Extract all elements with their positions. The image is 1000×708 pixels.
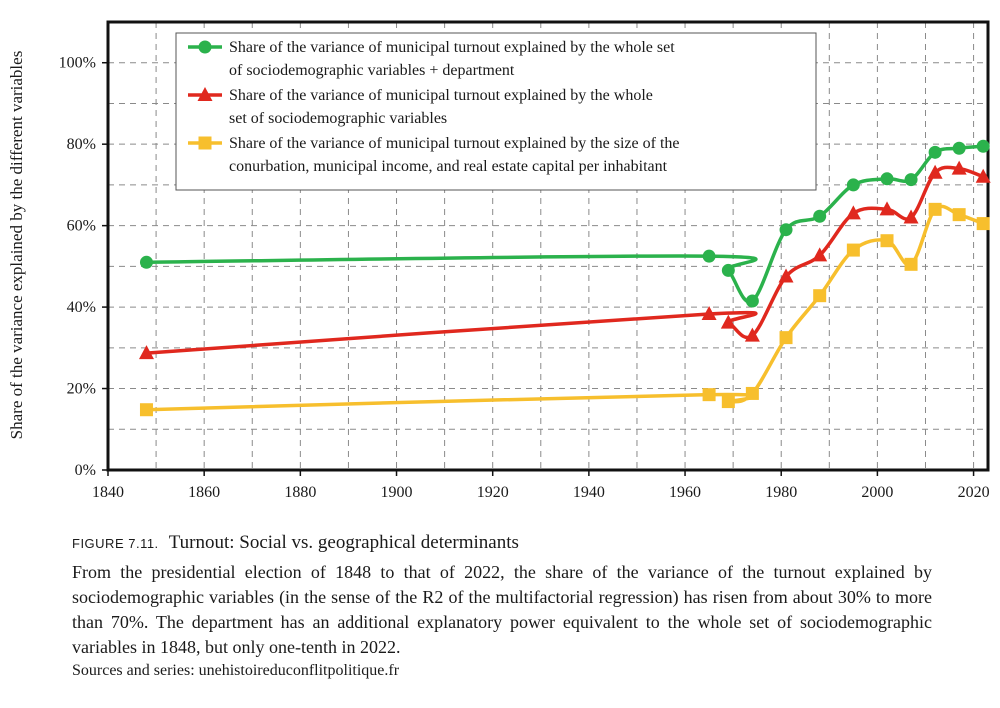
data-point — [952, 141, 966, 155]
data-point — [813, 289, 827, 303]
y-tick-label: 40% — [67, 299, 96, 316]
series-circle — [139, 139, 990, 308]
data-point — [702, 249, 716, 263]
data-point — [903, 209, 919, 224]
legend-entry-label: conurbation, municipal income, and real … — [229, 158, 668, 175]
data-point — [812, 247, 828, 262]
y-tick-label: 60% — [67, 218, 96, 235]
data-point — [721, 263, 735, 277]
legend-entry-label: of sociodemographic variables + departme… — [229, 62, 515, 79]
x-tick-label: 1980 — [765, 484, 797, 501]
x-tick-label: 1860 — [188, 484, 220, 501]
figure-description: From the presidential election of 1848 t… — [72, 562, 932, 657]
data-point — [976, 217, 990, 231]
x-tick-label: 1960 — [669, 484, 701, 501]
y-tick-label: 0% — [75, 462, 96, 479]
data-point — [139, 255, 153, 269]
legend-entry-label: set of sociodemographic variables — [229, 110, 447, 127]
data-point — [879, 201, 895, 216]
legend-swatch-marker — [198, 136, 212, 150]
data-point — [779, 223, 793, 237]
data-point — [721, 395, 735, 409]
series-line — [146, 204, 984, 412]
legend-swatch-marker — [197, 87, 213, 101]
figure-caption: FIGURE 7.11. Turnout: Social vs. geograph… — [72, 532, 932, 680]
legend-entry-label: Share of the variance of municipal turno… — [229, 39, 675, 56]
x-tick-label: 1880 — [284, 484, 316, 501]
y-tick-label: 20% — [67, 381, 96, 398]
series-square — [139, 202, 990, 417]
data-point — [928, 202, 942, 216]
y-tick-label: 100% — [59, 55, 96, 72]
plot-frame — [106, 20, 990, 472]
data-point — [779, 331, 793, 345]
legend-box — [175, 32, 817, 191]
data-point — [975, 168, 991, 183]
data-point — [744, 327, 760, 342]
data-point — [928, 145, 942, 159]
x-tick-label: 1840 — [92, 484, 124, 501]
data-point — [745, 386, 759, 400]
legend: Share of the variance of municipal turno… — [175, 32, 817, 191]
legend-entry-label: Share of the variance of municipal turno… — [229, 135, 680, 152]
data-point — [813, 209, 827, 223]
data-point — [846, 243, 860, 257]
data-point — [701, 306, 717, 321]
turnout-chart: 1840 1860 1880 1900 1920 1940 1960 1980 2000 2020… — [7, 20, 991, 501]
data-point — [951, 160, 967, 175]
data-point — [927, 164, 943, 179]
data-point — [952, 208, 966, 222]
axes: 1840 1860 1880 1900 1920 1940 1960 1980 2000 2020… — [59, 20, 990, 501]
figure-source: Sources and series: unehistoireduconflit… — [72, 662, 400, 679]
data-point — [138, 345, 154, 360]
series-triangle — [138, 160, 991, 360]
data-point — [845, 205, 861, 220]
figure-label: FIGURE 7.11. — [72, 536, 159, 551]
x-tick-label: 1920 — [477, 484, 509, 501]
data-point — [880, 172, 894, 186]
data-point — [880, 234, 894, 248]
data-point — [976, 139, 990, 153]
figure-title: Turnout: Social vs. geographical determi… — [168, 532, 519, 553]
data-point — [904, 257, 918, 271]
data-point — [904, 173, 918, 187]
y-axis-title: Share of the variance explained by the d… — [7, 51, 26, 440]
x-tick-label: 1900 — [381, 484, 413, 501]
x-tick-label: 2020 — [958, 484, 990, 501]
data-point — [846, 178, 860, 192]
data-point — [720, 314, 736, 329]
data-point — [702, 388, 716, 402]
data-point — [778, 268, 794, 283]
data-point — [745, 294, 759, 308]
x-tick-label: 1940 — [573, 484, 605, 501]
data-point — [139, 403, 153, 417]
series — [138, 139, 991, 417]
legend-entry-label: Share of the variance of municipal turno… — [229, 87, 653, 104]
legend-swatch-marker — [198, 40, 212, 54]
y-tick-label: 80% — [67, 136, 96, 153]
figure-heading: FIGURE 7.11. Turnout: Social vs. geograph… — [72, 532, 932, 554]
x-tick-label: 2000 — [861, 484, 893, 501]
